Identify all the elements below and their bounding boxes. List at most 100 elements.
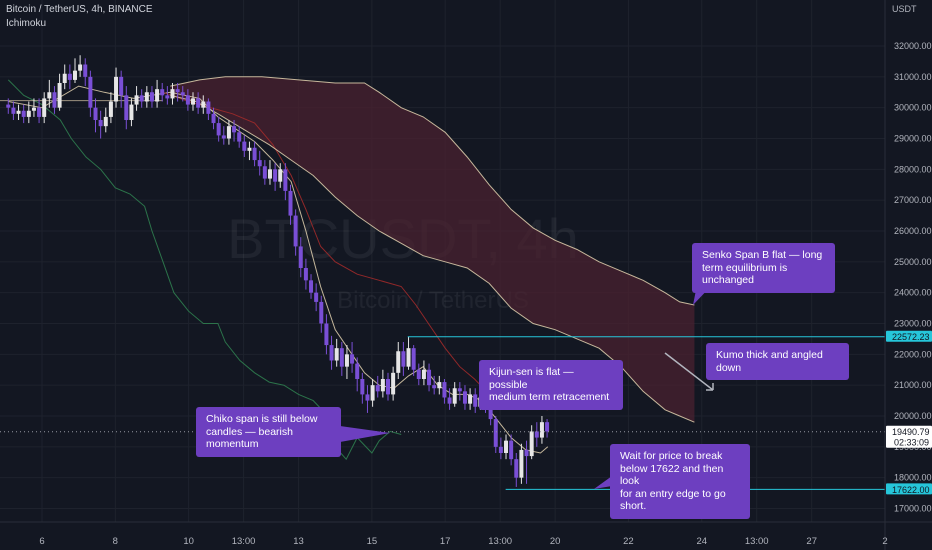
candle-body	[504, 440, 509, 453]
candle-body	[380, 379, 385, 392]
candle-body	[519, 449, 524, 478]
candle-body	[437, 382, 442, 389]
y-tick-label: 27000.00	[894, 195, 932, 205]
price-label-support: 17622.00	[892, 485, 930, 495]
candle-body	[160, 89, 165, 96]
x-tick-label: 20	[550, 536, 561, 547]
candle-body	[334, 348, 339, 361]
candle-body	[242, 141, 247, 151]
candle-body	[149, 92, 154, 102]
y-tick-label: 21000.00	[894, 380, 932, 390]
candle-body	[406, 348, 411, 367]
candle-body	[493, 419, 498, 447]
candle-body	[114, 76, 119, 102]
candle-body	[360, 379, 365, 395]
callout-senkou-b[interactable]: Senko Span B flat — long term equilibriu…	[692, 243, 835, 293]
candle-body	[442, 382, 447, 398]
x-tick-label: 24	[696, 536, 707, 547]
candle-body	[88, 76, 93, 108]
y-tick-label: 24000.00	[894, 288, 932, 298]
candle-body	[432, 385, 437, 389]
candle-body	[529, 431, 534, 457]
candle-body	[216, 123, 221, 136]
candle-body	[252, 147, 257, 161]
arrow-line	[664, 352, 714, 391]
candle-body	[165, 95, 170, 99]
callout-tail	[340, 426, 390, 442]
symbol-title[interactable]: Bitcoin / TetherUS, 4h, BINANCE	[6, 4, 153, 15]
candle-body	[170, 89, 175, 99]
kumo-area	[170, 76, 695, 423]
x-tick-label: 13:00	[232, 536, 256, 547]
price-axis[interactable]: USDT17000.0018000.0019000.0020000.002100…	[885, 0, 932, 550]
candle-body	[62, 73, 67, 83]
x-tick-label: 13:00	[488, 536, 512, 547]
candle-body	[427, 369, 432, 386]
callout-entry-plan[interactable]: Wait for price to break below 17622 and …	[610, 444, 750, 519]
kumo-cloud	[170, 76, 695, 423]
candle-body	[473, 394, 478, 407]
callout-kijun[interactable]: Kijun-sen is flat — possible medium term…	[479, 360, 623, 410]
candle-body	[452, 388, 457, 404]
candle-body	[175, 89, 180, 93]
price-axis-bg	[885, 0, 932, 550]
candle-body	[365, 394, 370, 401]
candle-body	[206, 101, 211, 114]
callout-chikou[interactable]: Chiko span is still below candles — bear…	[196, 407, 341, 457]
y-tick-label: 32000.00	[894, 41, 932, 51]
price-label-support-bg	[886, 483, 932, 495]
x-tick-label: 2	[882, 536, 887, 547]
y-tick-label: 20000.00	[894, 411, 932, 421]
candle-body	[232, 126, 237, 133]
candle-body	[21, 110, 26, 117]
candle-body	[83, 64, 88, 77]
y-tick-label: 22000.00	[894, 349, 932, 359]
candle-body	[78, 64, 83, 71]
candle-body	[462, 391, 467, 404]
candles[interactable]	[6, 55, 550, 487]
y-tick-label: 30000.00	[894, 103, 932, 113]
candle-body	[524, 449, 529, 457]
candle-body	[303, 268, 308, 281]
candle-body	[262, 166, 267, 179]
candle-body	[72, 70, 77, 80]
candle-body	[98, 120, 103, 127]
candle-body	[344, 354, 349, 367]
candle-body	[211, 113, 216, 124]
candle-body	[278, 169, 283, 182]
y-tick-label: 29000.00	[894, 134, 932, 144]
candle-body	[42, 98, 47, 117]
candle-body	[11, 107, 16, 114]
senkou-span-b-line	[170, 76, 695, 306]
x-tick-label: 8	[113, 536, 118, 547]
candle-body	[267, 169, 272, 179]
candle-body	[509, 440, 514, 460]
arrow-drawing[interactable]	[664, 352, 714, 391]
arrow-head	[706, 383, 714, 391]
candle-body	[37, 107, 42, 117]
candle-body	[411, 348, 416, 370]
candle-body	[31, 107, 36, 111]
candle-body	[129, 104, 134, 120]
candle-body	[247, 147, 252, 151]
candle-body	[52, 92, 57, 108]
candle-body	[185, 95, 190, 105]
candle-body	[514, 459, 519, 478]
candle-body	[124, 95, 129, 120]
candle-body	[180, 92, 185, 96]
candle-body	[293, 215, 298, 247]
indicator-label[interactable]: Ichimoku	[6, 18, 47, 29]
candle-body	[155, 89, 160, 102]
y-tick-label: 31000.00	[894, 72, 932, 82]
candle-body	[237, 132, 242, 142]
price-countdown: 02:33:09	[894, 438, 929, 448]
candle-body	[108, 101, 113, 117]
candle-body	[457, 388, 462, 392]
x-tick-label: 13:00	[745, 536, 769, 547]
chikou-span-line	[7, 79, 402, 461]
callout-kumo[interactable]: Kumo thick and angled down	[706, 343, 849, 380]
candle-body	[319, 301, 324, 324]
price-label-resistance: 22572.23	[892, 332, 930, 342]
